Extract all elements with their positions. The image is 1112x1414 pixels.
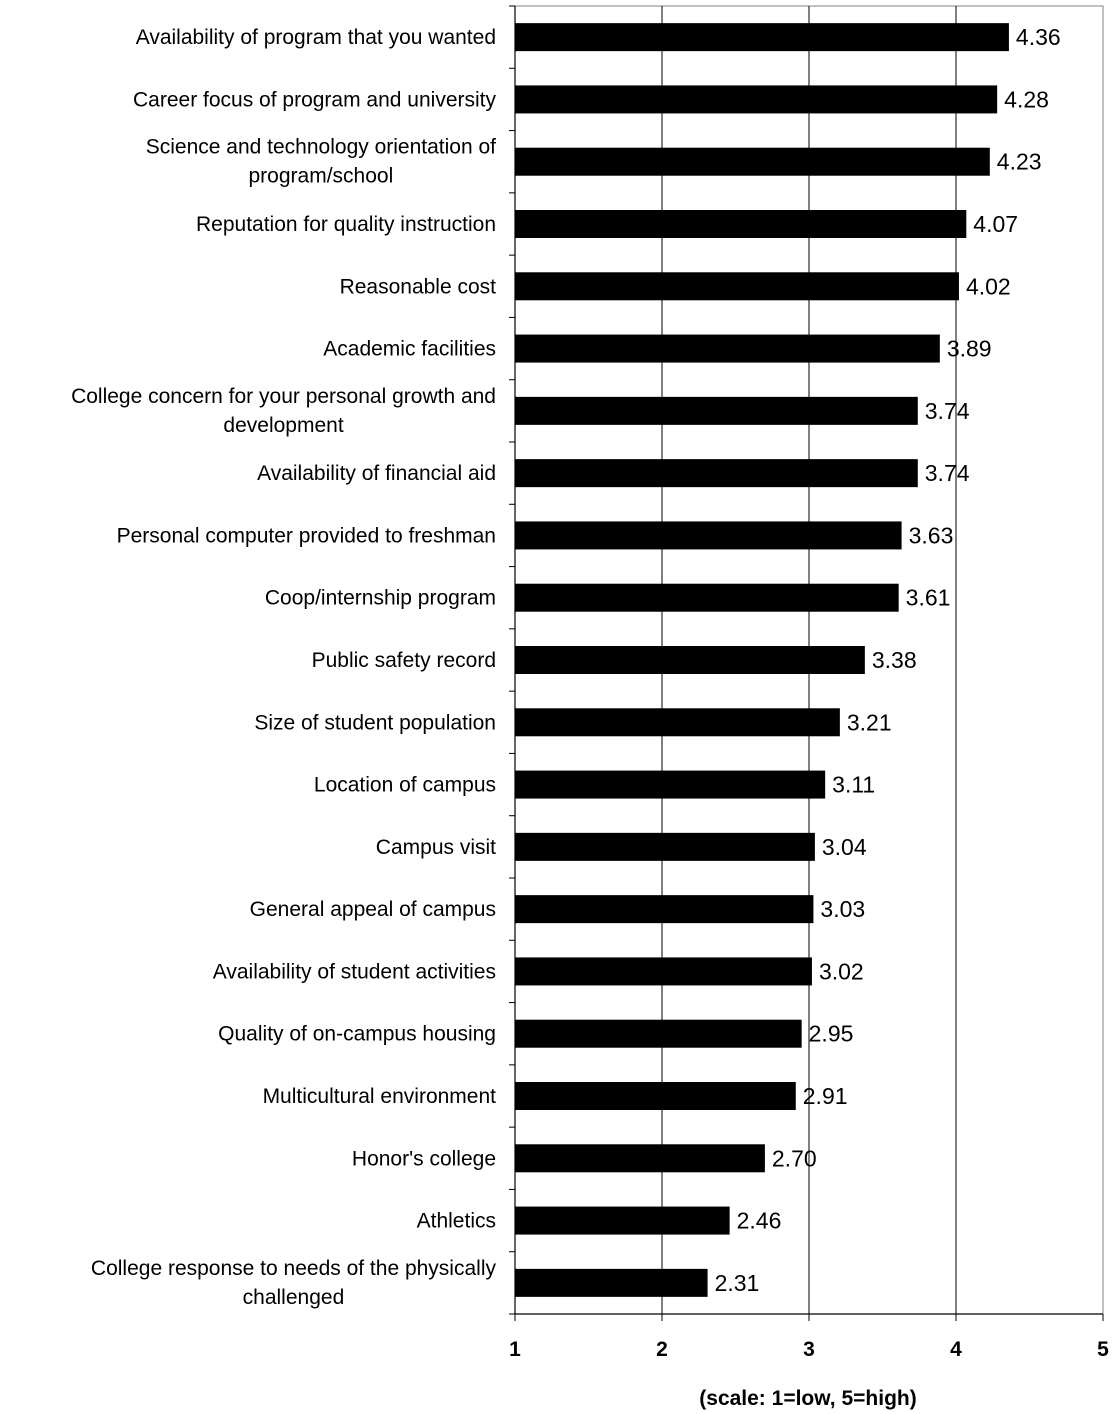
category-labels: Availability of program that you wanted C… xyxy=(71,26,496,1309)
category-label: College response to needs of the physica… xyxy=(91,1257,497,1309)
value-label: 4.07 xyxy=(973,211,1018,237)
bars xyxy=(515,23,1009,1297)
category-label: Quality of on-campus housing xyxy=(218,1023,496,1046)
bar xyxy=(515,459,918,488)
category-label: Size of student population xyxy=(254,711,496,734)
value-label: 4.36 xyxy=(1016,24,1061,50)
category-label-line: Science and technology orientation of xyxy=(146,136,496,159)
bar xyxy=(515,646,865,674)
bar xyxy=(515,85,998,114)
bar xyxy=(515,1019,802,1048)
category-label: College concern for your personal growth… xyxy=(71,385,496,437)
value-label: 4.28 xyxy=(1004,86,1049,112)
bar xyxy=(515,1082,796,1110)
category-label: Personal computer provided to freshman xyxy=(117,524,496,547)
category-label: Availability of program that you wanted xyxy=(136,26,496,49)
x-tick-label: 4 xyxy=(950,1338,962,1361)
value-labels: 4.36 4.28 4.23 4.07 4.02 3.89 3.74 3.74 3.63 3.61… xyxy=(715,24,1061,1296)
category-label: Availability of student activities xyxy=(213,960,496,983)
value-label: 3.74 xyxy=(925,398,970,424)
category-label: Reputation for quality instruction xyxy=(196,213,496,236)
category-label: Location of campus xyxy=(314,774,496,797)
bar xyxy=(515,583,899,612)
value-label: 3.63 xyxy=(909,522,954,548)
category-label: Reasonable cost xyxy=(340,275,497,298)
category-label: Coop/internship program xyxy=(265,587,496,610)
category-label: General appeal of campus xyxy=(250,898,496,921)
category-label: Campus visit xyxy=(376,836,496,859)
category-label-line: challenged xyxy=(243,1286,345,1309)
category-label: Public safety record xyxy=(312,649,496,672)
value-label: 3.03 xyxy=(820,896,865,922)
bar xyxy=(515,895,814,924)
category-label-line: program/school xyxy=(249,165,394,188)
x-tick-labels: 1 2 3 4 5 xyxy=(509,1338,1109,1361)
category-label: Availability of financial aid xyxy=(257,462,496,485)
category-label-line: College concern for your personal growth… xyxy=(71,385,496,408)
bar xyxy=(515,23,1009,52)
bar xyxy=(515,521,902,550)
category-label: Science and technology orientation of pro… xyxy=(146,136,496,188)
value-label: 4.23 xyxy=(997,149,1042,175)
value-label: 3.74 xyxy=(925,460,970,486)
bar xyxy=(515,334,940,363)
value-label: 2.46 xyxy=(737,1208,782,1234)
bar xyxy=(515,708,840,737)
value-label: 2.91 xyxy=(803,1083,848,1109)
bar xyxy=(515,210,967,238)
bar xyxy=(515,957,812,986)
value-label: 3.21 xyxy=(847,709,892,735)
category-label: Career focus of program and university xyxy=(133,88,496,111)
value-label: 2.95 xyxy=(809,1021,854,1047)
category-label-line: development xyxy=(223,414,343,437)
x-tick-label: 1 xyxy=(509,1338,521,1361)
category-label: Multicultural environment xyxy=(263,1085,497,1108)
value-label: 3.04 xyxy=(822,834,867,860)
x-tick-label: 2 xyxy=(656,1338,668,1361)
value-label: 3.02 xyxy=(819,958,864,984)
x-axis-title: (scale: 1=low, 5=high) xyxy=(699,1387,916,1410)
value-label: 3.38 xyxy=(872,647,917,673)
bar xyxy=(515,1268,708,1297)
category-label: Academic facilities xyxy=(323,338,496,361)
category-label: Honor's college xyxy=(352,1147,496,1170)
bar xyxy=(515,147,990,176)
bar xyxy=(515,832,815,861)
value-label: 2.70 xyxy=(772,1145,817,1171)
x-tick-label: 3 xyxy=(803,1338,815,1361)
bar xyxy=(515,1206,730,1235)
category-label-line: College response to needs of the physica… xyxy=(91,1257,497,1280)
bar xyxy=(515,272,959,301)
axes xyxy=(509,5,1104,1321)
value-label: 3.61 xyxy=(906,585,951,611)
bar xyxy=(515,1144,765,1173)
value-label: 2.31 xyxy=(715,1270,760,1296)
value-label: 3.11 xyxy=(832,772,875,798)
value-label: 4.02 xyxy=(966,273,1011,299)
x-tick-label: 5 xyxy=(1097,1338,1109,1361)
bar xyxy=(515,396,918,425)
value-label: 3.89 xyxy=(947,336,992,362)
bar xyxy=(515,770,826,799)
category-label: Athletics xyxy=(417,1210,496,1233)
